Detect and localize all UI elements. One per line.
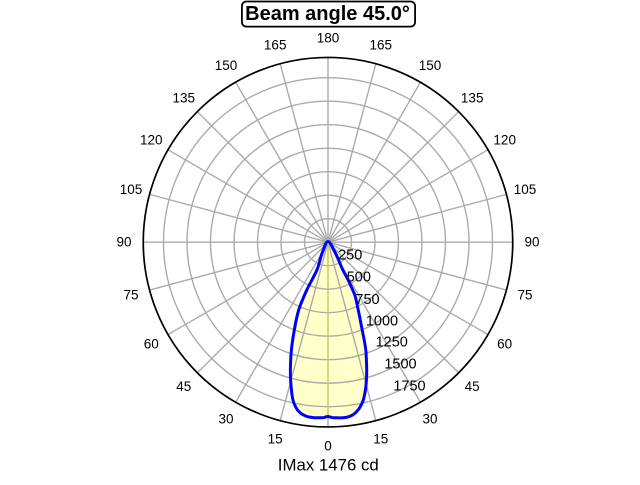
svg-text:75: 75 xyxy=(123,288,138,303)
svg-text:135: 135 xyxy=(461,91,484,106)
svg-text:15: 15 xyxy=(268,432,283,447)
svg-text:150: 150 xyxy=(215,58,238,73)
svg-text:45: 45 xyxy=(465,379,480,394)
svg-text:1750: 1750 xyxy=(393,378,425,394)
svg-text:120: 120 xyxy=(140,133,163,148)
svg-text:60: 60 xyxy=(497,337,512,352)
svg-text:90: 90 xyxy=(116,235,131,250)
svg-text:75: 75 xyxy=(517,288,532,303)
svg-text:165: 165 xyxy=(264,38,287,53)
svg-text:1500: 1500 xyxy=(384,356,416,372)
svg-text:180: 180 xyxy=(317,31,340,46)
svg-text:30: 30 xyxy=(218,411,233,426)
svg-text:120: 120 xyxy=(493,133,516,148)
svg-text:135: 135 xyxy=(173,91,196,106)
svg-text:0: 0 xyxy=(324,439,332,454)
svg-text:105: 105 xyxy=(514,182,537,197)
svg-text:750: 750 xyxy=(355,292,379,308)
svg-text:105: 105 xyxy=(120,182,143,197)
svg-text:Beam angle 45.0°: Beam angle 45.0° xyxy=(245,3,410,25)
svg-text:150: 150 xyxy=(419,58,442,73)
svg-text:15: 15 xyxy=(373,432,388,447)
svg-text:250: 250 xyxy=(338,247,362,263)
svg-text:500: 500 xyxy=(347,270,371,286)
svg-text:165: 165 xyxy=(370,38,393,53)
svg-text:1250: 1250 xyxy=(376,334,408,350)
svg-text:45: 45 xyxy=(176,379,191,394)
svg-text:IMax 1476 cd: IMax 1476 cd xyxy=(278,455,379,474)
svg-text:90: 90 xyxy=(524,235,539,250)
svg-text:30: 30 xyxy=(422,411,437,426)
svg-text:60: 60 xyxy=(144,337,159,352)
svg-text:1000: 1000 xyxy=(366,313,398,329)
